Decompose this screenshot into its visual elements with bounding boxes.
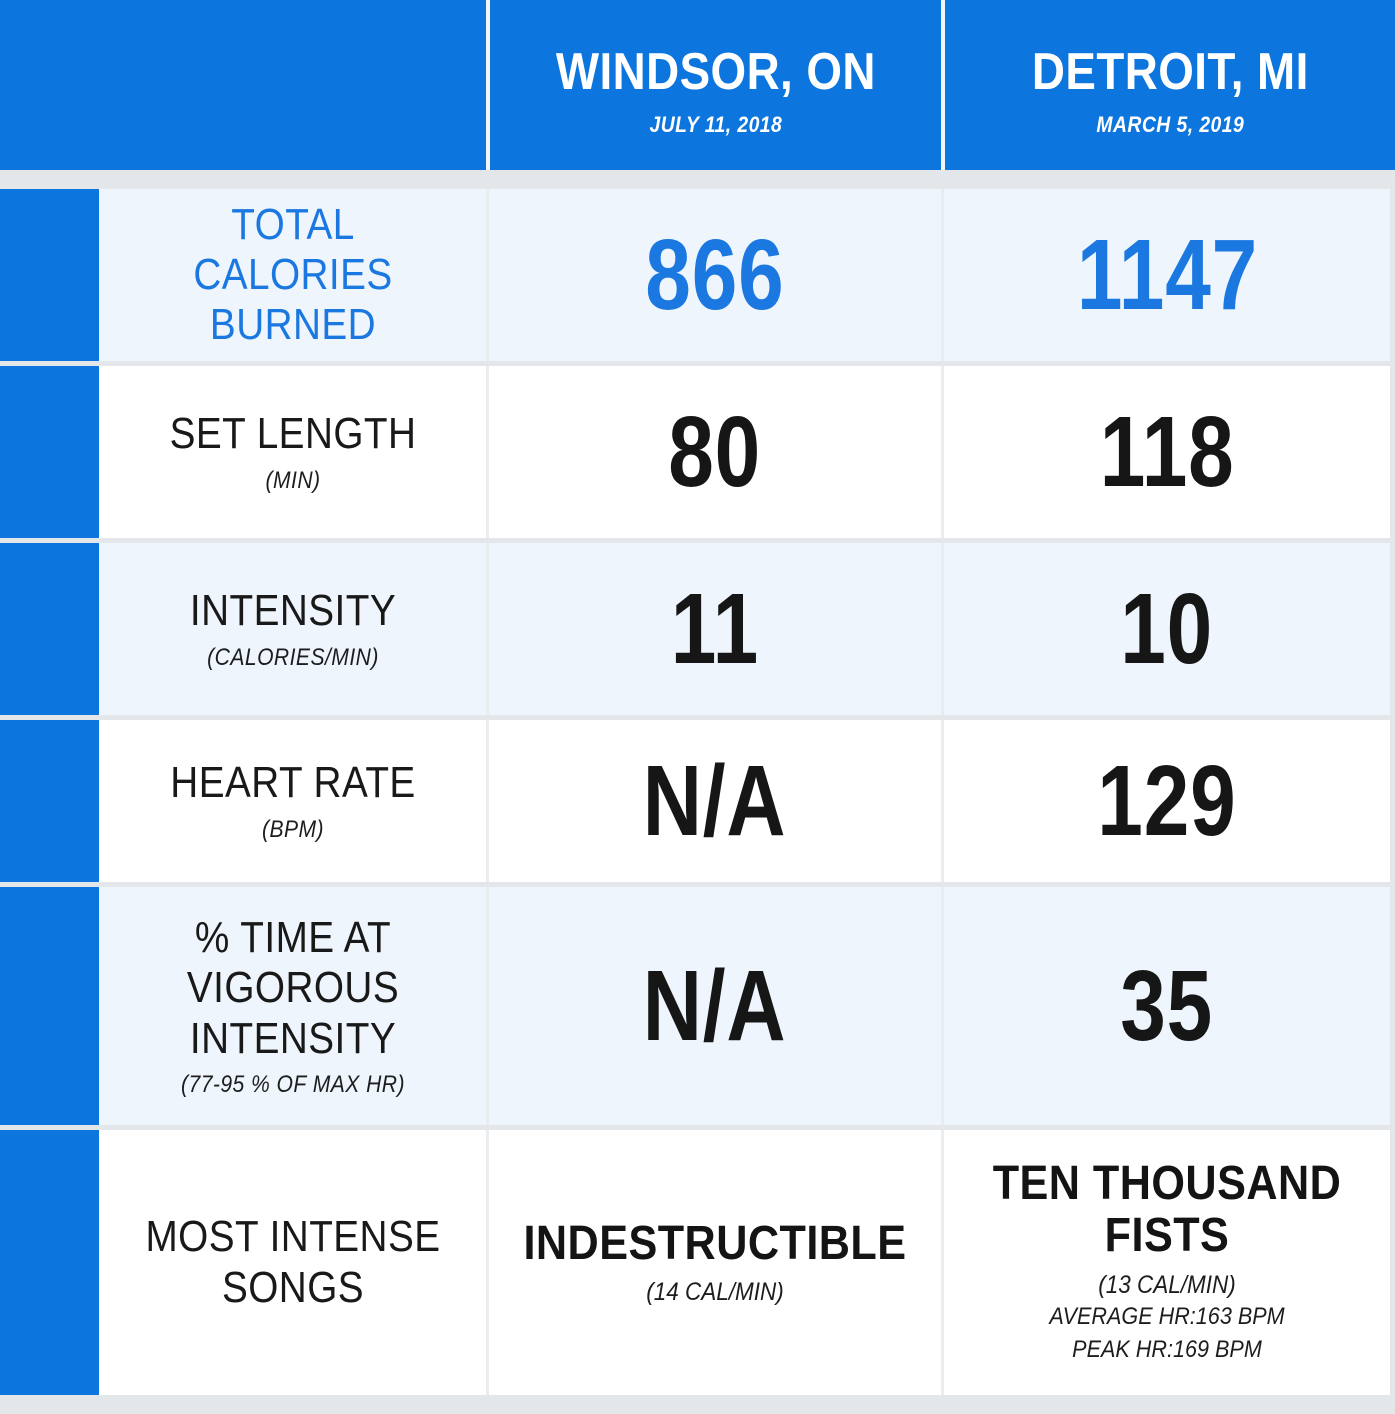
row-label-cell: % TIME AT VIGOROUS INTENSITY (77-95 % OF… (99, 887, 486, 1125)
value-cell-detroit: 1147 (941, 189, 1390, 361)
row-most-intense-songs: MOST INTENSE SONGS INDESTRUCTIBLE (14 CA… (0, 1130, 1390, 1395)
value-cell-detroit: 35 (941, 887, 1390, 1125)
row-label-cell: TOTAL CALORIES BURNED (99, 189, 486, 361)
value-cell-windsor: N/A (486, 720, 941, 882)
value-cell-detroit: 10 (941, 543, 1390, 715)
row-heart-rate: HEART RATE (BPM) N/A 129 (0, 720, 1390, 882)
row-accent-bar (0, 189, 99, 361)
header-city-windsor: WINDSOR, ON (555, 43, 876, 101)
value-cell-detroit: TEN THOUSAND FISTS (13 CAL/MIN) AVERAGE … (941, 1130, 1390, 1395)
row-label: TOTAL CALORIES BURNED (192, 199, 393, 350)
song-cal-per-min: (14 CAL/MIN) (646, 1278, 784, 1307)
row-total-calories: TOTAL CALORIES BURNED 866 1147 (0, 189, 1390, 361)
value-cell-windsor: INDESTRUCTIBLE (14 CAL/MIN) (486, 1130, 941, 1395)
row-label: INTENSITY (189, 586, 396, 636)
table-header: WINDSOR, ON JULY 11, 2018 DETROIT, MI MA… (0, 0, 1395, 170)
row-intensity: INTENSITY (CALORIES/MIN) 11 10 (0, 543, 1390, 715)
row-accent-bar (0, 887, 99, 1125)
song-title: INDESTRUCTIBLE (523, 1216, 907, 1270)
table-body: TOTAL CALORIES BURNED 866 1147 SET LENGT… (0, 170, 1395, 1414)
row-accent-bar (0, 366, 99, 538)
row-accent-bar (0, 1130, 99, 1395)
row-vigorous-time: % TIME AT VIGOROUS INTENSITY (77-95 % OF… (0, 887, 1390, 1125)
song-ten-thousand-fists: TEN THOUSAND FISTS (13 CAL/MIN) AVERAGE … (966, 1158, 1367, 1367)
row-unit-label: (77-95 % OF MAX HR) (180, 1070, 405, 1098)
row-value: 1147 (1076, 218, 1258, 331)
row-value: N/A (643, 949, 787, 1062)
value-cell-windsor: 11 (486, 543, 941, 715)
song-average-hr: AVERAGE HR:163 BPM (1049, 1302, 1285, 1330)
header-date-windsor: JULY 11, 2018 (649, 112, 782, 137)
row-unit-label: (CALORIES/MIN) (206, 643, 379, 671)
header-col-windsor: WINDSOR, ON JULY 11, 2018 (486, 0, 941, 170)
row-unit-label: (MIN) (265, 466, 320, 494)
row-accent-bar (0, 720, 99, 882)
row-label-cell: INTENSITY (CALORIES/MIN) (99, 543, 486, 715)
row-value: 129 (1097, 744, 1237, 857)
row-value: 11 (670, 572, 760, 685)
row-label: % TIME AT VIGOROUS INTENSITY (186, 913, 399, 1063)
song-cal-per-min: (13 CAL/MIN) (1098, 1270, 1236, 1299)
header-col-detroit: DETROIT, MI MARCH 5, 2019 (941, 0, 1395, 170)
row-value: 118 (1099, 395, 1235, 508)
row-value: 10 (1120, 572, 1214, 685)
song-peak-hr: PEAK HR:169 BPM (1072, 1336, 1262, 1364)
row-set-length: SET LENGTH (MIN) 80 118 (0, 366, 1390, 538)
row-label-cell: MOST INTENSE SONGS (99, 1130, 486, 1395)
row-value: 866 (645, 218, 785, 331)
song-indestructible: INDESTRUCTIBLE (14 CAL/MIN) (512, 1216, 919, 1308)
value-cell-windsor: 80 (486, 366, 941, 538)
row-value: 35 (1120, 949, 1214, 1062)
row-label: SET LENGTH (169, 409, 416, 459)
header-spacer (0, 0, 486, 170)
row-value: 80 (668, 395, 762, 508)
header-date-detroit: MARCH 5, 2019 (1096, 112, 1244, 137)
song-title: TEN THOUSAND FISTS (992, 1157, 1342, 1262)
row-label-cell: HEART RATE (BPM) (99, 720, 486, 882)
row-value: N/A (643, 744, 787, 857)
row-unit-label: (BPM) (261, 815, 324, 843)
header-city-detroit: DETROIT, MI (1031, 43, 1309, 101)
value-cell-detroit: 129 (941, 720, 1390, 882)
value-cell-windsor: N/A (486, 887, 941, 1125)
row-label: HEART RATE (169, 758, 416, 808)
row-label: MOST INTENSE SONGS (144, 1212, 440, 1312)
value-cell-detroit: 118 (941, 366, 1390, 538)
row-accent-bar (0, 543, 99, 715)
row-label-cell: SET LENGTH (MIN) (99, 366, 486, 538)
value-cell-windsor: 866 (486, 189, 941, 361)
